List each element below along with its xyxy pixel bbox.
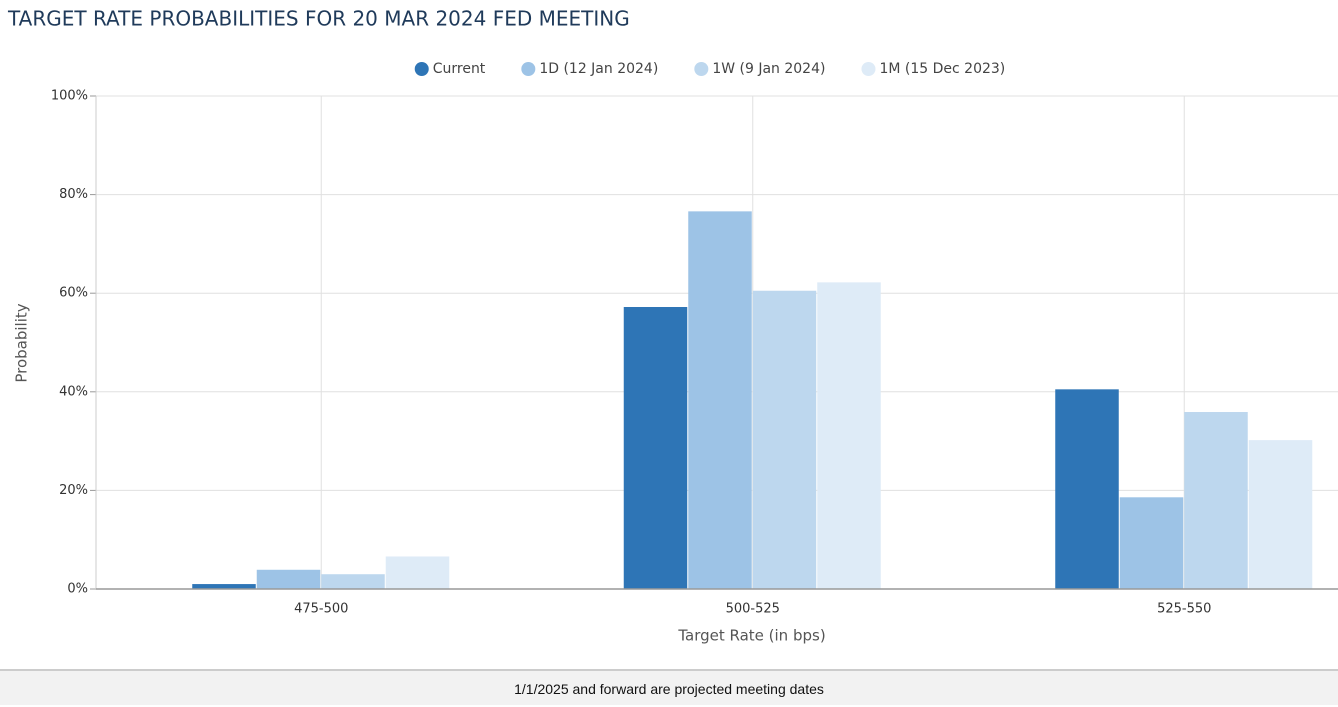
legend-marker (521, 62, 536, 76)
legend-label: 1D (12 Jan 2024) (539, 61, 658, 77)
x-tick-label: 525-550 (1157, 602, 1211, 617)
bar (256, 569, 321, 589)
y-tick-label: 40% (59, 384, 88, 399)
bar (321, 574, 385, 589)
bar (688, 211, 752, 589)
bar (752, 290, 817, 589)
y-tick-label: 60% (59, 286, 88, 301)
chart: TARGET RATE PROBABILITIES FOR 20 MAR 202… (7, 7, 1338, 645)
x-tick-label: 475-500 (294, 602, 348, 617)
bar (817, 282, 881, 589)
bar (1119, 497, 1184, 589)
chart-title: TARGET RATE PROBABILITIES FOR 20 MAR 202… (7, 7, 630, 31)
y-tick-label: 80% (59, 187, 88, 202)
y-tick-label: 20% (59, 483, 88, 498)
y-axis-title: Probability (13, 303, 31, 382)
x-axis-title: Target Rate (in bps) (677, 627, 825, 645)
legend-marker (694, 62, 709, 76)
bar (192, 584, 256, 589)
legend-marker (861, 62, 876, 76)
legend-marker (414, 62, 429, 76)
x-tick-label: 500-525 (726, 602, 780, 617)
bar (1248, 440, 1313, 589)
bar (385, 556, 450, 589)
footer-note: 1/1/2025 and forward are projected meeti… (0, 669, 1338, 705)
bar (1055, 389, 1119, 589)
bar (623, 307, 688, 589)
bar (1184, 412, 1248, 589)
legend-label: 1W (9 Jan 2024) (712, 61, 825, 77)
y-tick-label: 0% (67, 582, 88, 597)
legend-label: 1M (15 Dec 2023) (879, 61, 1005, 77)
legend-label: Current (433, 61, 486, 77)
y-tick-label: 100% (51, 89, 88, 104)
